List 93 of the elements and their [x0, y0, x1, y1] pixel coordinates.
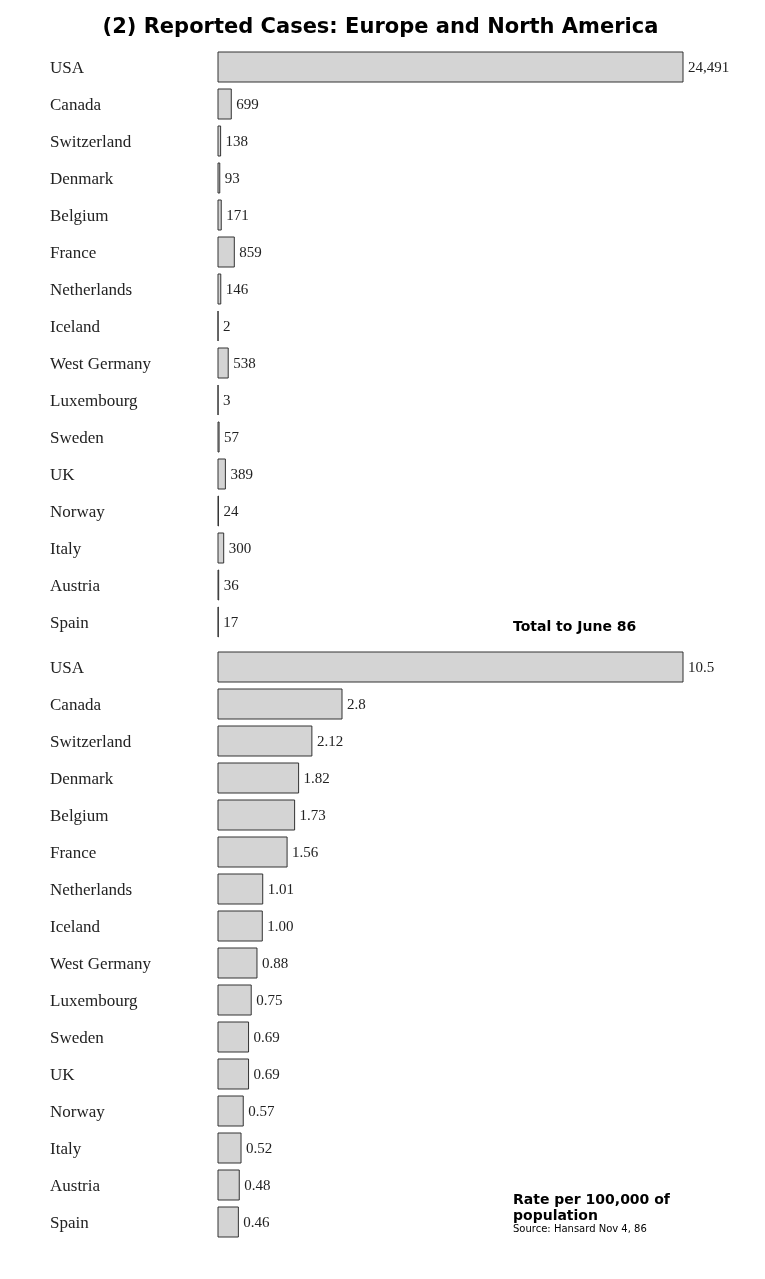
bar — [217, 910, 263, 942]
bar — [217, 458, 226, 490]
data-label: 538 — [233, 355, 256, 372]
y-tick-label: Sweden — [50, 427, 105, 447]
bar — [217, 947, 258, 979]
y-tick-label: Belgium — [50, 805, 109, 825]
data-label: 0.88 — [261, 955, 289, 972]
annotation: Source: Hansard Nov 4, 86 — [513, 1223, 648, 1234]
bar — [217, 88, 232, 120]
data-label: 389 — [230, 466, 253, 483]
bar — [217, 347, 229, 379]
y-tick-label: Austria — [50, 1175, 101, 1195]
bar — [217, 1169, 240, 1201]
data-label: 0.69 — [253, 1029, 280, 1046]
data-label: 699 — [236, 96, 259, 113]
bar — [217, 1206, 239, 1238]
data-label: 3 — [223, 392, 231, 409]
data-label: 146 — [225, 281, 249, 298]
y-tick-label: Switzerland — [50, 131, 132, 151]
bar — [217, 1021, 250, 1053]
y-tick-label: UK — [50, 1064, 76, 1084]
data-label: 1.56 — [292, 844, 319, 861]
y-tick-label: France — [50, 842, 97, 862]
bar — [217, 873, 264, 905]
bar — [217, 236, 235, 268]
bar — [217, 125, 222, 157]
bar — [217, 1058, 250, 1090]
bar — [217, 836, 288, 868]
y-tick-label: USA — [50, 657, 85, 677]
annotation: Total to June 86 — [513, 618, 638, 634]
data-label: 0.69 — [253, 1066, 280, 1083]
y-tick-label: Sweden — [50, 1027, 105, 1047]
data-label: 138 — [225, 133, 249, 150]
data-label: 1.01 — [267, 881, 294, 898]
y-tick-label: France — [50, 242, 97, 262]
y-tick-label: West Germany — [50, 953, 152, 973]
y-tick-label: Luxembourg — [50, 390, 139, 410]
data-label: 300 — [228, 540, 252, 557]
data-label: 0.48 — [244, 1177, 271, 1194]
bar — [217, 651, 684, 683]
data-label: 36 — [223, 577, 240, 594]
bar — [217, 725, 313, 757]
y-tick-label: Canada — [50, 94, 102, 114]
y-tick-label: Italy — [50, 538, 82, 558]
bar — [217, 799, 296, 831]
data-label: 24 — [223, 503, 239, 520]
bar — [217, 51, 684, 83]
y-tick-label: Netherlands — [50, 879, 133, 899]
data-label: 2.8 — [347, 696, 366, 713]
data-label: 0.52 — [246, 1140, 273, 1157]
bar — [217, 984, 252, 1016]
annotation: Rate per 100,000 of population — [513, 1191, 671, 1223]
y-tick-label: Luxembourg — [50, 990, 139, 1010]
data-label: 1.73 — [299, 807, 326, 824]
y-tick-label: Spain — [50, 612, 90, 632]
y-tick-label: Netherlands — [50, 279, 133, 299]
data-label: 0.75 — [256, 992, 283, 1009]
data-label: 1.00 — [267, 918, 294, 935]
y-tick-label: Norway — [50, 1101, 106, 1121]
bar — [217, 688, 343, 720]
y-tick-label: Iceland — [50, 916, 101, 936]
data-label: 171 — [226, 207, 249, 224]
bar — [217, 762, 300, 794]
data-label: 93 — [224, 170, 240, 187]
y-tick-label: UK — [50, 464, 76, 484]
data-label: 10.5 — [688, 659, 715, 676]
data-label: 2.12 — [316, 733, 344, 750]
data-label: 1.82 — [303, 770, 330, 787]
y-tick-label: Denmark — [50, 768, 114, 788]
y-tick-label: Italy — [50, 1138, 82, 1158]
y-tick-label: Denmark — [50, 168, 114, 188]
y-tick-label: Canada — [50, 694, 102, 714]
y-tick-label: Switzerland — [50, 731, 132, 751]
data-label: 859 — [239, 244, 262, 261]
data-label: 0.46 — [243, 1214, 271, 1231]
data-label: 2 — [223, 318, 231, 335]
y-tick-label: Norway — [50, 501, 106, 521]
bar — [217, 1132, 242, 1164]
data-label: 57 — [224, 429, 240, 446]
y-tick-label: West Germany — [50, 353, 152, 373]
bar — [217, 532, 225, 564]
y-tick-label: Belgium — [50, 205, 109, 225]
data-label: 24,491 — [688, 59, 730, 76]
y-tick-label: USA — [50, 57, 85, 77]
bar — [217, 273, 222, 305]
bar — [217, 1095, 244, 1127]
y-tick-label: Iceland — [50, 316, 101, 336]
chart-title: (2) Reported Cases: Europe and North America — [101, 13, 660, 40]
data-label: 0.57 — [248, 1103, 275, 1120]
y-tick-label: Spain — [50, 1212, 90, 1232]
bar — [217, 199, 222, 231]
y-tick-label: Austria — [50, 575, 101, 595]
data-label: 17 — [223, 614, 239, 631]
